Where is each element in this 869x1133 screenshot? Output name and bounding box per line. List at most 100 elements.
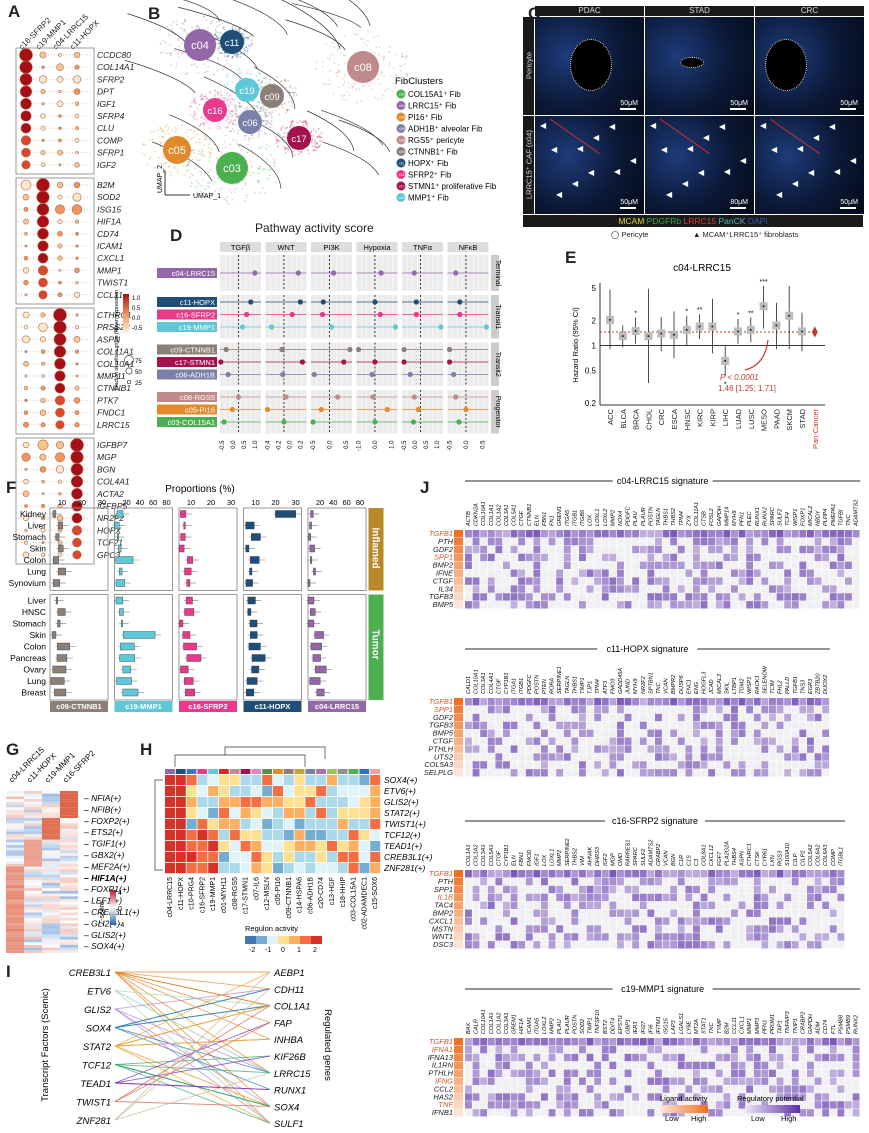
regulatory-potential-cell <box>601 593 609 601</box>
regulatory-potential-cell <box>617 585 624 593</box>
umap-point <box>337 47 340 50</box>
umap-point <box>286 109 289 112</box>
cluster-centroid-c11 <box>220 30 244 54</box>
umap-point <box>356 33 359 36</box>
umap-point <box>401 52 403 55</box>
regulatory-potential-cell <box>723 577 731 585</box>
regulation-edge <box>114 1005 271 1028</box>
regulatory-potential-cell <box>723 870 731 878</box>
gene-group-box <box>15 177 95 305</box>
umap-point <box>230 130 232 133</box>
gene-label: CLU <box>97 123 115 133</box>
umap-point <box>263 119 266 122</box>
regulatory-potential-cell <box>814 561 822 569</box>
regulatory-potential-cell <box>700 713 708 722</box>
expression-dot <box>40 125 46 131</box>
regulatory-potential-cell <box>822 769 830 777</box>
regulatory-potential-cell <box>480 705 488 714</box>
umap-point <box>191 137 194 140</box>
regulatory-potential-cell <box>594 530 602 538</box>
regulatory-potential-cell <box>761 917 769 925</box>
regulatory-potential-cell <box>556 530 564 538</box>
regulatory-potential-cell <box>624 721 632 730</box>
regulatory-potential-cell <box>518 745 526 753</box>
expression-dot <box>20 110 32 122</box>
heatmap-cell <box>197 863 208 874</box>
heatmap-cell <box>42 828 60 832</box>
heatmap-cell <box>348 852 359 863</box>
heatmap-cell <box>60 793 78 797</box>
regulatory-potential-cell <box>503 593 510 601</box>
regulon-label: – NFIB(+) <box>83 804 121 814</box>
umap-point <box>217 42 220 45</box>
target-gene-label: RORA <box>550 678 556 694</box>
heatmap-cell <box>60 907 78 910</box>
column-label: c10-PRG4 <box>189 877 196 910</box>
regulatory-potential-cell <box>791 721 799 730</box>
regulatory-potential-cell <box>465 870 472 878</box>
umap-point <box>273 159 275 161</box>
regulatory-potential-cell <box>624 877 632 886</box>
regulatory-potential-cell <box>503 713 510 722</box>
umap-point <box>401 55 403 58</box>
regulatory-potential-cell <box>723 593 731 601</box>
umap-point <box>231 97 234 100</box>
regulatory-potential-cell <box>822 721 830 730</box>
heatmap-cell <box>219 797 229 808</box>
axis-tick-label: 0.0 <box>288 440 294 449</box>
umap-point <box>205 119 208 122</box>
umap-point <box>244 182 247 184</box>
regulatory-potential-cell <box>655 877 662 886</box>
ligand-activity-cell <box>454 593 463 601</box>
umap-point <box>217 37 220 39</box>
regulatory-potential-cell <box>586 933 594 941</box>
regulatory-potential-cell <box>480 530 488 538</box>
target-gene-label: ADAMTS2 <box>648 839 654 867</box>
heatmap-cell <box>175 863 186 874</box>
regulatory-potential-cell <box>708 561 716 569</box>
regulatory-potential-cell <box>685 1053 693 1062</box>
umap-point <box>208 90 211 93</box>
regulatory-potential-cell <box>480 901 488 909</box>
regulatory-potential-cell <box>791 917 799 925</box>
regulatory-potential-cell <box>632 545 640 554</box>
regulatory-potential-cell <box>822 569 830 577</box>
umap-point <box>219 52 222 55</box>
regulon-label: CREB3L1(+) <box>384 852 433 862</box>
regulatory-potential-cell <box>822 893 830 902</box>
target-gene-label: MMP2 <box>550 1017 556 1034</box>
velocity-streamline <box>124 59 196 93</box>
regulatory-potential-cell <box>624 1038 632 1046</box>
regulatory-potential-cell <box>639 1038 647 1046</box>
umap-point <box>165 161 167 164</box>
micrograph-tile: ◀ ◀ ◀ ◀ ◀ ◀ ◀ ◀ ◀ ◀ 50μM <box>535 116 644 214</box>
regulatory-potential-cell <box>556 753 564 761</box>
umap-point <box>189 114 192 117</box>
target-gene-label: CRABP2 <box>800 1011 806 1034</box>
cluster-label: c16 <box>207 106 222 117</box>
row-label: Kidney <box>20 509 47 519</box>
velocity-streamline <box>254 66 296 110</box>
heatmap-cell <box>24 831 42 835</box>
regulatory-potential-cell <box>761 941 769 949</box>
x-tick-label: ESCA <box>670 409 679 429</box>
umap-point <box>351 84 353 87</box>
regulatory-potential-cell <box>731 601 738 609</box>
regulatory-potential-cell <box>533 761 541 769</box>
heatmap-cell <box>327 797 337 808</box>
heatmap-cell <box>42 936 60 940</box>
regulatory-potential-cell <box>465 893 472 902</box>
regulatory-potential-cell <box>594 561 602 569</box>
regulatory-potential-cell <box>670 698 678 706</box>
regulatory-potential-cell <box>503 530 510 538</box>
regulatory-potential-cell <box>685 769 693 777</box>
heatmap-cell <box>6 917 24 921</box>
regulatory-potential-cell <box>563 769 571 777</box>
regulatory-potential-cell <box>647 745 655 753</box>
regulatory-potential-cell <box>503 745 510 753</box>
umap-point <box>299 150 302 153</box>
colorbar-title: Z-score <box>99 901 106 925</box>
umap-point <box>257 79 260 82</box>
umap-point <box>381 94 384 96</box>
regulatory-potential-cell <box>503 877 510 886</box>
